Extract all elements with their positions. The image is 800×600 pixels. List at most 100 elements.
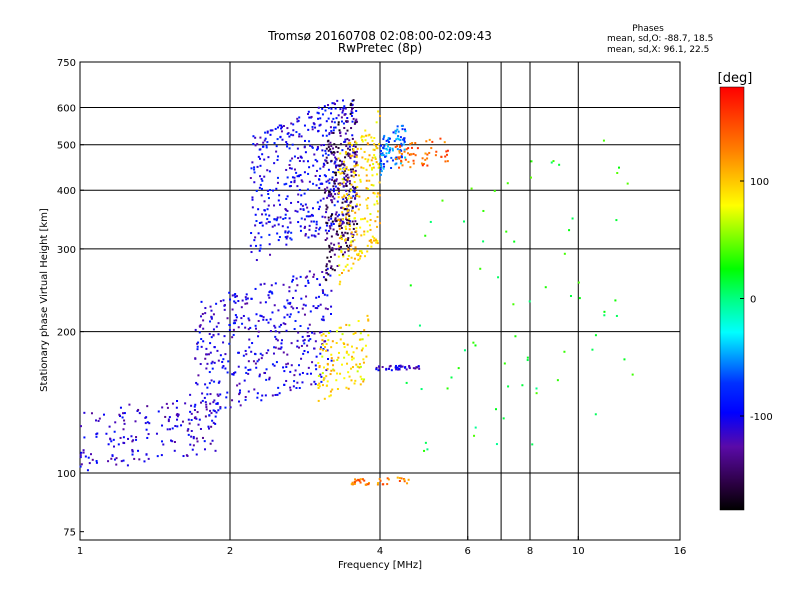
data-point bbox=[304, 304, 307, 307]
data-point bbox=[328, 190, 331, 193]
data-point bbox=[318, 365, 321, 368]
stats-o: mean, sd,O: -88.7, 18.5 bbox=[607, 34, 713, 44]
data-point bbox=[338, 223, 341, 226]
data-point bbox=[309, 144, 312, 147]
data-point bbox=[397, 135, 400, 138]
data-point bbox=[307, 110, 310, 113]
data-point bbox=[351, 107, 354, 110]
data-point bbox=[303, 342, 306, 345]
data-point bbox=[276, 232, 279, 235]
data-point bbox=[325, 180, 328, 183]
data-point bbox=[112, 445, 115, 448]
data-point bbox=[350, 127, 353, 130]
data-point bbox=[344, 265, 347, 268]
data-point bbox=[361, 218, 364, 221]
data-point bbox=[531, 443, 534, 446]
data-point bbox=[298, 188, 301, 191]
data-point bbox=[578, 297, 581, 300]
data-point bbox=[346, 178, 349, 181]
data-point bbox=[395, 162, 398, 165]
data-point bbox=[345, 228, 348, 231]
data-point bbox=[274, 335, 277, 338]
data-point bbox=[224, 406, 227, 409]
data-point bbox=[335, 233, 338, 236]
data-point bbox=[275, 150, 278, 153]
data-point bbox=[311, 331, 314, 334]
data-point bbox=[83, 436, 86, 439]
data-point bbox=[325, 279, 328, 282]
data-point bbox=[375, 145, 378, 148]
data-point bbox=[360, 135, 363, 138]
data-point bbox=[428, 138, 431, 141]
data-point bbox=[418, 367, 421, 370]
data-point bbox=[351, 220, 354, 223]
data-point bbox=[296, 284, 299, 287]
data-point bbox=[359, 478, 362, 481]
data-point bbox=[372, 184, 375, 187]
data-point bbox=[143, 460, 146, 463]
data-point bbox=[379, 173, 382, 176]
data-point bbox=[342, 163, 345, 166]
data-point bbox=[316, 160, 319, 163]
data-point bbox=[128, 403, 131, 406]
data-point bbox=[280, 124, 283, 127]
data-point bbox=[308, 270, 311, 273]
data-point bbox=[306, 188, 309, 191]
data-point bbox=[406, 482, 409, 485]
data-point bbox=[203, 396, 206, 399]
data-point bbox=[255, 220, 258, 223]
data-point bbox=[329, 227, 332, 230]
data-point bbox=[385, 155, 388, 158]
data-point bbox=[321, 134, 324, 137]
data-point bbox=[299, 325, 302, 328]
data-point bbox=[229, 406, 232, 409]
data-point bbox=[398, 150, 401, 153]
data-point bbox=[426, 153, 429, 156]
data-point bbox=[319, 199, 322, 202]
data-point bbox=[361, 251, 364, 254]
data-point bbox=[276, 393, 279, 396]
data-point bbox=[330, 369, 333, 372]
data-point bbox=[340, 218, 343, 221]
data-point bbox=[255, 327, 258, 330]
data-point bbox=[210, 336, 213, 339]
data-point bbox=[276, 158, 279, 161]
data-point bbox=[328, 178, 331, 181]
data-point bbox=[354, 249, 357, 252]
data-point bbox=[82, 449, 85, 452]
data-point bbox=[348, 153, 351, 156]
data-point bbox=[382, 147, 385, 150]
data-point bbox=[277, 386, 280, 389]
data-point bbox=[322, 276, 325, 279]
data-point bbox=[353, 188, 356, 191]
data-point bbox=[212, 334, 215, 337]
data-point bbox=[355, 142, 358, 145]
data-point bbox=[334, 174, 337, 177]
data-point bbox=[429, 220, 432, 223]
data-point bbox=[319, 182, 322, 185]
data-point bbox=[333, 204, 336, 207]
data-point bbox=[342, 342, 345, 345]
data-point bbox=[278, 331, 281, 334]
data-point bbox=[334, 218, 337, 221]
data-point bbox=[309, 372, 312, 375]
data-point bbox=[345, 189, 348, 192]
data-point bbox=[290, 167, 293, 170]
data-point bbox=[347, 254, 350, 257]
data-point bbox=[271, 311, 274, 314]
data-point bbox=[288, 164, 291, 167]
data-point bbox=[112, 438, 115, 441]
data-point bbox=[345, 198, 348, 201]
data-point bbox=[276, 176, 279, 179]
data-point bbox=[255, 366, 258, 369]
data-point bbox=[293, 181, 296, 184]
data-point bbox=[307, 366, 310, 369]
data-point bbox=[318, 124, 321, 127]
data-point bbox=[182, 455, 185, 458]
data-point bbox=[361, 347, 364, 350]
data-point bbox=[337, 123, 340, 126]
data-point bbox=[107, 460, 110, 463]
data-point bbox=[261, 224, 264, 227]
data-point bbox=[346, 362, 349, 365]
